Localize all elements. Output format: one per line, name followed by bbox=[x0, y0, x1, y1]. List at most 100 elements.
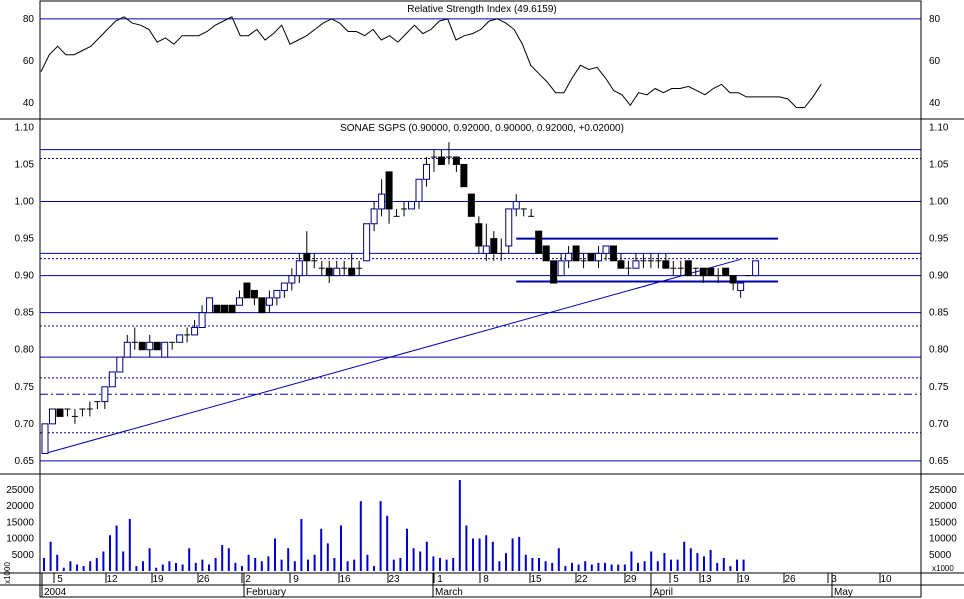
volume-tick-label-left: 10000 bbox=[6, 534, 34, 545]
day-label: 13 bbox=[700, 574, 712, 585]
day-label: 26 bbox=[784, 574, 796, 585]
price-title: SONAE SGPS (0.90000, 0.92000, 0.90000, 0… bbox=[340, 123, 624, 134]
candle-body bbox=[565, 252, 573, 262]
candle-body bbox=[707, 267, 715, 277]
candle-body bbox=[512, 201, 520, 210]
candle-body bbox=[295, 260, 303, 277]
price-tick-label-right: 1.00 bbox=[929, 197, 949, 208]
candle-body bbox=[221, 304, 229, 314]
month-label: 2004 bbox=[44, 587, 67, 598]
month-label: March bbox=[435, 587, 463, 598]
day-label: 23 bbox=[388, 574, 400, 585]
candle-body bbox=[161, 341, 169, 358]
price-tick-label-left: 0.85 bbox=[15, 308, 35, 319]
candle-body bbox=[101, 386, 109, 403]
day-label: 10 bbox=[880, 574, 892, 585]
x-axis: 5 12 19 26 2 9 16 23 1 8 15 22 29 5 13 19 26 3 10 2004 Febr… bbox=[41, 573, 892, 598]
price-tick-label-right: 0.80 bbox=[929, 345, 949, 356]
candle-body bbox=[550, 260, 558, 284]
candle-body bbox=[250, 289, 258, 299]
candle-body bbox=[138, 341, 146, 351]
candle-body bbox=[467, 193, 475, 217]
volume-tick-label-left: 15000 bbox=[6, 517, 34, 528]
price-tick-label-right: 0.75 bbox=[929, 382, 949, 393]
candle-body bbox=[535, 230, 543, 254]
candle-body bbox=[235, 297, 243, 306]
candle-body bbox=[116, 356, 124, 373]
price-tick-label-left: 0.65 bbox=[15, 456, 35, 467]
price-tick-label-left: 0.80 bbox=[15, 345, 35, 356]
month-label: February bbox=[246, 587, 286, 598]
volume-tick-label-right: 5000 bbox=[929, 550, 952, 561]
rsi-tick-label-right: 60 bbox=[929, 56, 941, 67]
day-label: 15 bbox=[530, 574, 542, 585]
candle-body bbox=[632, 260, 640, 269]
candle-body bbox=[737, 282, 745, 291]
candle-body bbox=[348, 267, 356, 277]
price-horizontal-lines bbox=[40, 149, 921, 462]
candle-body bbox=[587, 252, 595, 262]
price-tick-label-left: 0.70 bbox=[15, 419, 35, 430]
price-panel: 0.65 0.65 0.70 0.70 0.75 0.75 0.80 0.80 0.85 0.85… bbox=[15, 122, 949, 466]
candle-body bbox=[460, 163, 468, 188]
candle-body bbox=[617, 260, 625, 269]
day-labels: 5 12 19 26 2 9 16 23 1 8 15 22 29 5 13 19 26 3 10 bbox=[53, 573, 892, 585]
price-tick-label-right: 0.95 bbox=[929, 234, 949, 245]
day-label: 29 bbox=[625, 574, 637, 585]
price-tick-label-left: 0.95 bbox=[15, 234, 35, 245]
price-tick-label-left: 1.05 bbox=[15, 159, 35, 170]
candle-body bbox=[752, 260, 760, 277]
candle-body bbox=[505, 208, 513, 247]
candle-body bbox=[41, 423, 49, 454]
volume-tick-label-right: 25000 bbox=[929, 485, 957, 496]
candle-body bbox=[288, 275, 296, 284]
price-tick-label-left: 0.75 bbox=[15, 382, 35, 393]
price-tick-label-left: 1.00 bbox=[15, 197, 35, 208]
candlesticks bbox=[41, 142, 760, 454]
month-label: April bbox=[653, 587, 673, 598]
candle-body bbox=[123, 341, 131, 358]
candle-body bbox=[722, 267, 730, 277]
candle-body bbox=[108, 371, 116, 388]
price-tick-label-right: 0.90 bbox=[929, 271, 949, 282]
candle-body bbox=[303, 252, 311, 262]
candle-body bbox=[146, 341, 154, 351]
price-tick-label-right: 1.10 bbox=[929, 122, 949, 133]
trend-line bbox=[44, 258, 741, 454]
volume-tick-label-right: 20000 bbox=[929, 501, 957, 512]
price-tick-label-right: 0.70 bbox=[929, 419, 949, 430]
candle-body bbox=[378, 193, 386, 210]
day-label: 3 bbox=[831, 574, 837, 585]
candle-body bbox=[370, 208, 378, 225]
candle-body bbox=[699, 267, 707, 277]
candle-body bbox=[684, 260, 692, 277]
rsi-tick-label-left: 60 bbox=[23, 56, 35, 67]
candle-body bbox=[452, 156, 460, 165]
day-label: 22 bbox=[576, 574, 588, 585]
rsi-tick-label-right: 40 bbox=[929, 98, 941, 109]
candle-body bbox=[280, 282, 288, 291]
candle-body bbox=[609, 245, 617, 262]
volume-tick-labels: 5000 5000 10000 10000 15000 15000 20000 20000 25… bbox=[6, 485, 957, 561]
candle-body bbox=[206, 297, 214, 314]
volume-bars bbox=[43, 480, 745, 571]
candle-body bbox=[198, 312, 206, 328]
day-label: 5 bbox=[57, 574, 63, 585]
volume-tick-label-right: 15000 bbox=[929, 517, 957, 528]
rsi-title: Relative Strength Index (49.6159) bbox=[407, 4, 557, 15]
day-label: 1 bbox=[437, 574, 443, 585]
candle-body bbox=[325, 267, 333, 277]
day-label: 19 bbox=[152, 574, 164, 585]
day-label: 19 bbox=[738, 574, 750, 585]
candle-body bbox=[153, 341, 161, 351]
candle-body bbox=[415, 178, 423, 203]
price-tick-label-left: 1.10 bbox=[15, 122, 35, 133]
rsi-panel: 40 40 60 60 80 80 Relative Strength Index (49… bbox=[23, 4, 941, 109]
candle-body bbox=[490, 238, 498, 254]
candle-body bbox=[475, 223, 483, 247]
candle-body bbox=[265, 297, 273, 306]
candle-body bbox=[213, 304, 221, 314]
candle-body bbox=[542, 245, 550, 262]
